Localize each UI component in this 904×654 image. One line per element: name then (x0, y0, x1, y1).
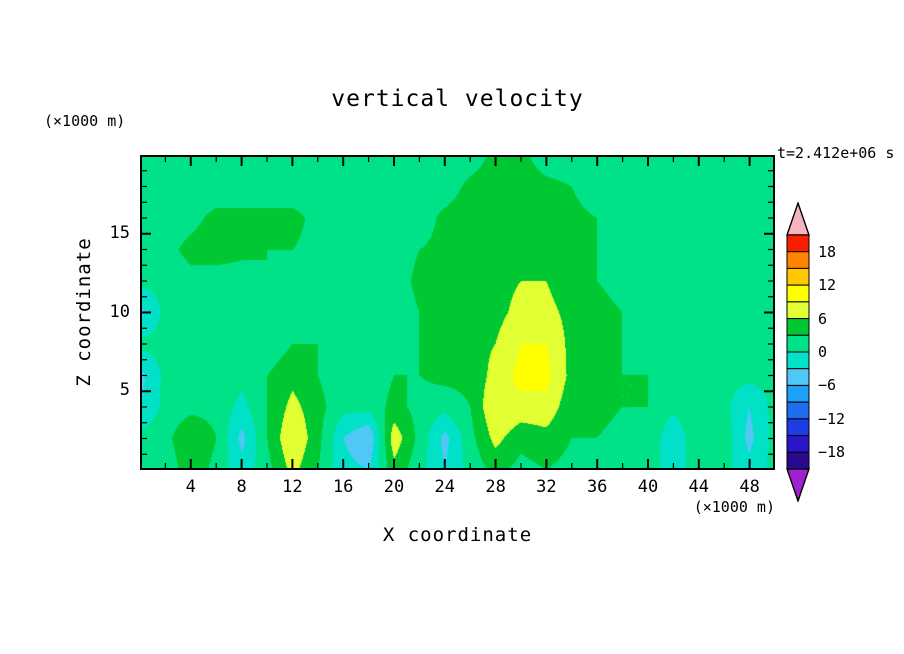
x-tick-label: 36 (586, 477, 608, 497)
colorbar-tick-label: 6 (818, 309, 828, 328)
colorbar-tick-label: −12 (818, 409, 846, 428)
x-tick-label: 20 (383, 477, 405, 497)
plot-title: vertical velocity (331, 86, 584, 112)
colorbar (786, 202, 810, 502)
colorbar-tick-label: 0 (818, 343, 828, 361)
x-tick-label: 8 (236, 477, 247, 497)
y-tick-label: 15 (109, 222, 130, 243)
x-tick-label: 16 (332, 477, 354, 497)
x-tick-label: 48 (739, 477, 760, 497)
x-axis-unit-label: (×1000 m) (693, 498, 775, 516)
y-tick-label: 10 (109, 301, 130, 322)
colorbar-tick-label: 12 (818, 276, 837, 295)
x-tick-label: 32 (536, 477, 557, 497)
contour-plot-canvas (140, 155, 775, 470)
y-axis-label: Z coordinate (73, 237, 95, 387)
x-tick-label: 40 (637, 477, 659, 497)
x-tick-label: 44 (688, 477, 710, 497)
y-axis-unit-label: (×1000 m) (44, 112, 126, 130)
x-tick-label: 12 (282, 477, 303, 497)
colorbar-tick-label: −18 (818, 443, 846, 462)
colorbar-tick-label: 18 (818, 242, 837, 261)
x-tick-label: 4 (185, 477, 196, 497)
colorbar-tick-label: −6 (818, 376, 837, 395)
y-tick-label: 5 (119, 380, 130, 401)
x-tick-label: 28 (485, 477, 506, 497)
x-tick-label: 24 (434, 477, 456, 497)
x-axis-label: X coordinate (382, 524, 533, 546)
time-label: t=2.412e+06 s (777, 144, 895, 162)
